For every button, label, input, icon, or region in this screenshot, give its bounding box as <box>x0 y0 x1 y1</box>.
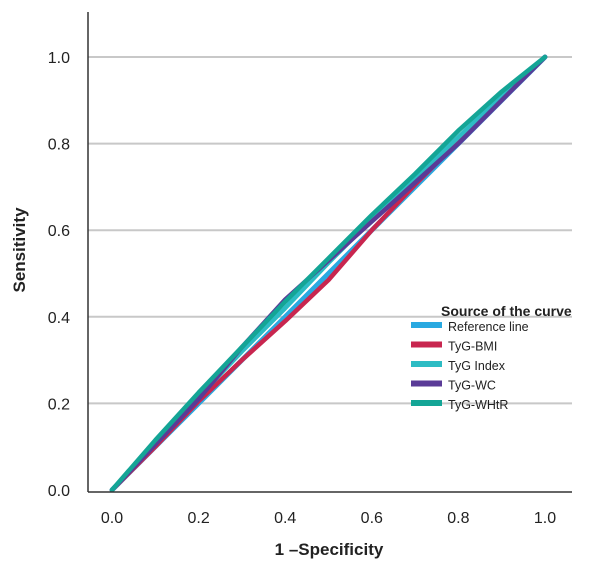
y-tick-label: 0.4 <box>48 310 70 327</box>
y-tick-labels: 0.0 0.2 0.4 0.6 0.8 1.0 <box>48 50 70 500</box>
gridlines <box>88 56 572 405</box>
legend-items: Reference line TyG-BMI TyG Index TyG-WC TyG-… <box>411 320 529 412</box>
legend-label: Reference line <box>448 320 529 334</box>
x-tick-labels: 0.0 0.2 0.4 0.6 0.8 1.0 <box>101 510 556 527</box>
legend-label: TyG-WC <box>448 379 496 393</box>
y-axis-title: Sensitivity <box>10 207 29 293</box>
x-tick-label: 0.0 <box>101 510 123 527</box>
legend-swatch <box>411 380 442 387</box>
y-tick-label: 0.6 <box>48 223 70 240</box>
y-tick-label: 0.0 <box>48 483 70 500</box>
legend-swatch <box>411 400 442 406</box>
series-line-4 <box>109 54 548 493</box>
y-tick-label: 0.8 <box>48 137 70 154</box>
x-tick-label: 0.6 <box>361 510 383 527</box>
x-tick-label: 0.8 <box>447 510 469 527</box>
legend-label: TyG Index <box>448 359 506 373</box>
series-lines <box>109 54 548 493</box>
legend-label: TyG-WHtR <box>448 398 508 412</box>
x-tick-label: 1.0 <box>534 510 556 527</box>
legend-title: Source of the curve <box>441 303 572 319</box>
x-tick-label: 0.4 <box>274 510 296 527</box>
y-tick-label: 0.2 <box>48 396 70 413</box>
legend-swatch <box>411 341 442 348</box>
legend-swatch <box>411 361 442 367</box>
legend-label: TyG-BMI <box>448 340 497 354</box>
x-tick-label: 0.2 <box>187 510 209 527</box>
y-tick-label: 1.0 <box>48 50 70 67</box>
x-axis-title: 1 –Specificity <box>275 540 384 559</box>
legend: Source of the curve Reference line TyG-BM… <box>411 303 572 412</box>
legend-swatch <box>411 322 442 328</box>
